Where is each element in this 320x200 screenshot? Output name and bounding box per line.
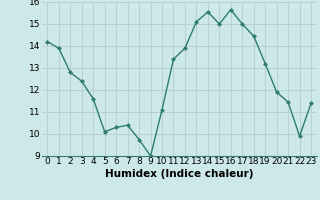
X-axis label: Humidex (Indice chaleur): Humidex (Indice chaleur) [105,169,253,179]
